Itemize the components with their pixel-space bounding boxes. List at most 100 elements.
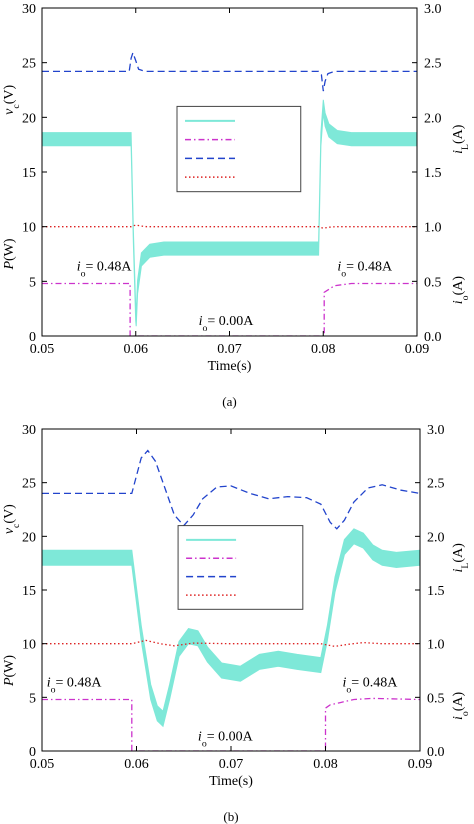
y-right-tick-label: 2.5 xyxy=(427,477,445,492)
y-right-bottom-label: io(A) xyxy=(451,691,471,720)
annotation-var: i xyxy=(343,676,347,691)
x-tick-label: 0.06 xyxy=(124,342,149,357)
y-left-tick-label: 30 xyxy=(22,423,36,438)
x-axis-label: Time(s) xyxy=(209,774,253,789)
annotation: io= 0.48A xyxy=(343,676,399,696)
series-2-line xyxy=(42,449,420,530)
x-tick-label: 0.07 xyxy=(217,342,242,357)
annotation-var: i xyxy=(198,729,202,744)
y-right-tick-label: 0.0 xyxy=(424,330,442,345)
plot-area xyxy=(42,50,417,336)
legend-box xyxy=(177,525,304,610)
annotation: io= 0.00A xyxy=(199,314,255,334)
x-tick-label: 0.09 xyxy=(408,757,433,772)
ylabel-sub: c xyxy=(11,104,22,109)
y-right-top-label: iL(A) xyxy=(451,543,471,573)
annotation-sub: o xyxy=(346,684,351,695)
y-left-top-label: vc(V) xyxy=(2,84,22,114)
ylabel-sub: o xyxy=(460,711,471,716)
annotation-var: i xyxy=(199,314,203,329)
y-left-tick-label: 25 xyxy=(22,477,36,492)
panel-label: (a) xyxy=(222,394,236,409)
chart-panel-b: 0.05 0.06 0.07 0.08 0.09 0 5 10 15 20 25 30 0.0 0.5 1.… xyxy=(2,423,471,824)
ylabel-var: i xyxy=(451,716,466,720)
ylabel-unit: (W) xyxy=(2,655,17,678)
y-left-tick-label: 15 xyxy=(22,166,36,181)
y-right-tick-label: 1.5 xyxy=(424,166,442,181)
x-tick-label: 0.08 xyxy=(313,757,338,772)
annotation-text: = 0.00A xyxy=(207,729,254,744)
annotation-var: i xyxy=(47,676,51,691)
y-right-tick-label: 2.5 xyxy=(424,57,442,72)
ylabel-unit: (A) xyxy=(451,124,466,144)
ylabel-var: v xyxy=(2,108,17,115)
ylabel-var: P xyxy=(2,261,17,271)
y-left-tick-label: 5 xyxy=(29,275,36,290)
ylabel-unit: (A) xyxy=(451,691,466,711)
annotation-var: i xyxy=(77,259,81,274)
y-left-top-label: vc(V) xyxy=(2,504,22,534)
legend-box xyxy=(176,105,302,193)
y-left-tick-label: 20 xyxy=(22,111,36,126)
y-left-bottom-label: P(W) xyxy=(2,655,17,687)
y-right-top-label: iL(A) xyxy=(451,124,471,154)
ylabel-unit: (W) xyxy=(2,238,17,261)
series-0-band xyxy=(42,99,417,327)
ylabel-unit: (A) xyxy=(451,276,466,296)
ylabel-unit: (V) xyxy=(2,504,17,524)
ylabel-sub: c xyxy=(11,523,22,528)
y-left-tick-label: 25 xyxy=(22,57,36,72)
ylabel-unit: (A) xyxy=(451,543,466,563)
y-right-tick-label: 3.0 xyxy=(427,423,445,438)
x-tick-label: 0.08 xyxy=(311,342,336,357)
x-tick-label: 0.05 xyxy=(30,757,55,772)
series-2-line xyxy=(42,50,417,92)
y-left-tick-label: 20 xyxy=(22,530,36,545)
legend xyxy=(177,525,304,610)
y-left-tick-label: 5 xyxy=(29,691,36,706)
chart-panel-a: 0.05 0.06 0.07 0.08 0.09 0 5 10 15 20 25 30 0.0 0.5 1.… xyxy=(2,2,471,409)
ylabel-var: v xyxy=(2,527,17,534)
annotation-var: i xyxy=(337,259,341,274)
annotation-sub: o xyxy=(51,684,56,695)
ylabel-var: P xyxy=(2,677,17,687)
annotation-text: = 0.48A xyxy=(85,259,132,274)
x-axis-label: Time(s) xyxy=(208,359,252,374)
y-right-tick-label: 0.5 xyxy=(427,691,445,706)
series-3-line xyxy=(42,639,420,648)
ylabel-sub: o xyxy=(460,295,471,300)
plot-area xyxy=(42,449,420,751)
y-left-tick-label: 0 xyxy=(29,330,36,345)
panel-label: (b) xyxy=(223,809,238,824)
x-tick-label: 0.06 xyxy=(124,757,149,772)
ylabel-sub: L xyxy=(460,144,471,150)
y-left-tick-label: 15 xyxy=(22,584,36,599)
annotation: io= 0.48A xyxy=(337,259,393,279)
y-right-tick-label: 3.0 xyxy=(424,2,442,17)
y-right-tick-label: 2.0 xyxy=(427,530,445,545)
x-tick-label: 0.07 xyxy=(219,757,244,772)
y-right-tick-label: 0.5 xyxy=(424,275,442,290)
y-right-tick-label: 2.0 xyxy=(424,111,442,126)
annotation-text: = 0.48A xyxy=(56,676,103,691)
ylabel-unit: (V) xyxy=(2,84,17,104)
x-tick-label: 0.09 xyxy=(405,342,430,357)
ylabel-var: i xyxy=(451,568,466,572)
annotation-sub: o xyxy=(202,323,207,334)
annotation-text: = 0.48A xyxy=(351,676,398,691)
series-3-line xyxy=(42,224,417,229)
y-right-tick-label: 1.5 xyxy=(427,584,445,599)
y-left-tick-label: 30 xyxy=(22,2,36,17)
ylabel-var: i xyxy=(451,150,466,154)
series-1-line xyxy=(42,282,417,336)
series-1-line xyxy=(42,697,420,751)
y-left-bottom-label: P(W) xyxy=(2,238,17,270)
y-right-bottom-label: io(A) xyxy=(451,276,471,305)
y-right-tick-label: 1.0 xyxy=(424,221,442,236)
ylabel-var: i xyxy=(451,300,466,304)
y-left-tick-label: 10 xyxy=(22,638,36,653)
x-tick-label: 0.05 xyxy=(30,342,55,357)
annotation-text: = 0.48A xyxy=(346,259,393,274)
y-left-tick-label: 10 xyxy=(22,221,36,236)
